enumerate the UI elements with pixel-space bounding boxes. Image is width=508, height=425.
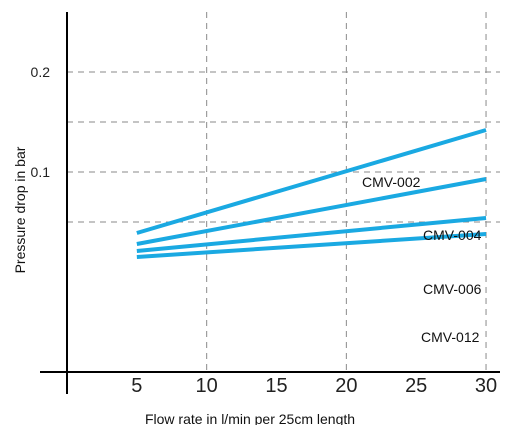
x-tick-label: 5 — [131, 375, 142, 397]
x-tick-label: 30 — [475, 375, 497, 397]
series-label-cmv-006: CMV-006 — [423, 281, 482, 297]
x-axis-title: Flow rate in l/min per 25cm length — [145, 411, 355, 425]
grid — [67, 12, 500, 372]
x-tick-label: 25 — [405, 375, 427, 397]
series-line-cmv-006 — [136, 216, 487, 253]
series-line-cmv-012 — [136, 232, 487, 259]
series-label-cmv-002: CMV-002 — [362, 174, 421, 190]
series-line-cmv-004 — [136, 177, 487, 246]
series-label-cmv-012: CMV-012 — [421, 329, 480, 345]
y-tick-label: 0.1 — [31, 164, 51, 180]
series-group — [136, 128, 487, 259]
y-axis-title: Pressure drop in bar — [12, 146, 28, 273]
x-tick-label: 20 — [335, 375, 357, 397]
series-labels: CMV-002 CMV-004 CMV-006 CMV-012 — [362, 174, 482, 345]
axes — [40, 12, 500, 394]
tick-labels: 5 10 15 20 25 30 0.1 0.2 — [31, 64, 498, 397]
x-tick-label: 10 — [196, 375, 218, 397]
y-tick-label: 0.2 — [31, 64, 51, 80]
series-label-cmv-004: CMV-004 — [423, 227, 482, 243]
x-tick-label: 15 — [265, 375, 287, 397]
series-line-cmv-002 — [136, 128, 487, 235]
